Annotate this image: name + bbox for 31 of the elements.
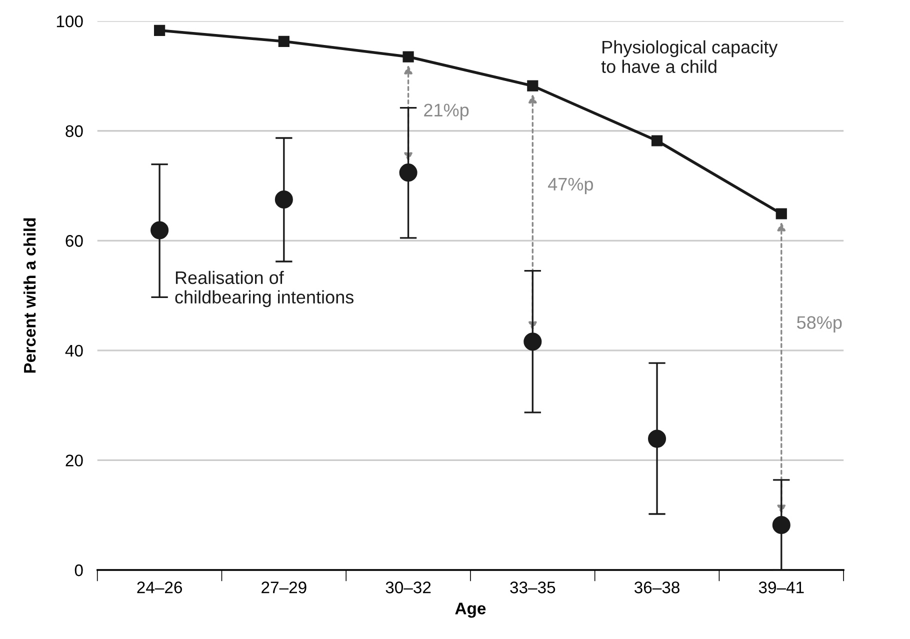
point — [402, 51, 414, 62]
y-axis-title: Percent with a child — [23, 218, 36, 373]
x-tick-label: 27–29 — [262, 582, 306, 594]
y-tick-label: 80 — [66, 125, 83, 138]
series-label: Realisation of childbearing intentions — [175, 270, 354, 308]
x-tick-label: 30–32 — [386, 582, 431, 594]
point — [776, 208, 787, 220]
y-tick-label: 100 — [56, 15, 83, 28]
y-tick-label: 40 — [65, 344, 83, 357]
x-tick-label: 36–38 — [634, 582, 680, 594]
x-axis-title: Age — [455, 602, 486, 618]
y-tick-label: 0 — [74, 564, 83, 576]
point — [150, 221, 169, 240]
text: Physiological capacity to have a child — [601, 40, 778, 74]
point — [527, 80, 538, 92]
point — [274, 190, 293, 209]
point — [278, 36, 290, 47]
y-tick-label: 60 — [66, 235, 83, 247]
y-tick-label: 20 — [66, 454, 83, 466]
point — [154, 24, 166, 36]
point — [399, 164, 418, 182]
x-tick-label: 39–41 — [758, 582, 804, 594]
x-tick-label: 33–35 — [510, 582, 556, 594]
point — [524, 332, 542, 351]
annotation: 58%p — [797, 316, 842, 332]
point — [772, 516, 790, 534]
x-tick-label: 24–26 — [137, 582, 182, 594]
annotation: 21%p — [424, 104, 469, 120]
point — [648, 430, 666, 448]
point — [651, 135, 663, 146]
annotation: 47%p — [548, 178, 593, 194]
